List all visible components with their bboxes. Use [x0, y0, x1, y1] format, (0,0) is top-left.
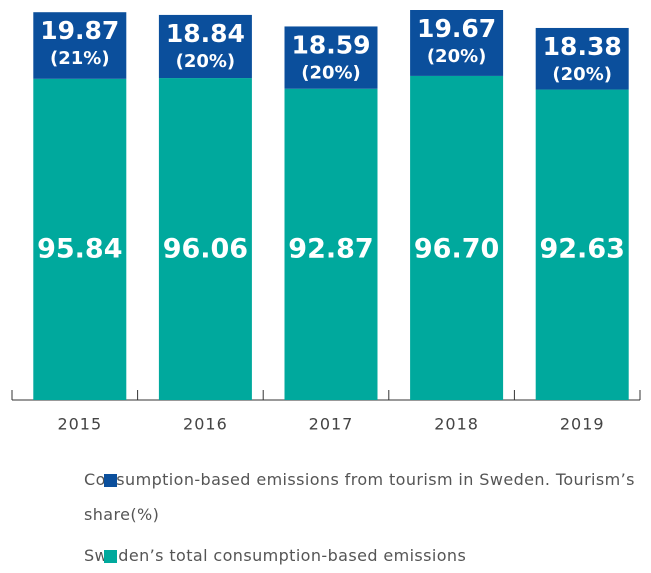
value-label: 92.87: [288, 234, 373, 265]
bar-segment: [410, 10, 504, 76]
share-label: (20%): [427, 46, 487, 67]
legend-label: Consumption-based emissions from tourism…: [84, 470, 635, 524]
bar-segment: [410, 75, 504, 400]
legend-label: Sweden’s total consumption-based emissio…: [84, 546, 467, 565]
x-tick-label: 2016: [183, 415, 228, 434]
legend-swatch: [104, 474, 117, 487]
value-label: 19.67: [417, 14, 496, 43]
legend: Consumption-based emissions from tourism…: [0, 462, 651, 573]
bar-segment: [535, 89, 629, 401]
value-label: 92.63: [539, 234, 624, 265]
x-tick-label: 2017: [309, 415, 354, 434]
value-label: 19.87: [40, 16, 119, 45]
legend-swatch: [104, 550, 117, 563]
chart: 2015 95.84 19.87 (21%) 2016 96.06 18.84 (20%) 20…: [11, 10, 641, 434]
value-label: 18.59: [291, 30, 370, 59]
bar-segment: [284, 26, 378, 89]
value-label: 95.84: [37, 234, 122, 265]
legend-item: Consumption-based emissions from tourism…: [0, 462, 644, 532]
value-label: 96.70: [414, 234, 499, 265]
bar-segment: [33, 12, 127, 79]
value-label: 96.06: [163, 234, 248, 265]
bar-segment: [535, 27, 629, 90]
share-label: (20%): [552, 64, 612, 85]
value-label: 18.84: [166, 19, 245, 48]
value-label: 18.38: [543, 32, 622, 61]
bar-segment: [158, 14, 252, 79]
share-label: (21%): [50, 48, 110, 69]
x-tick-label: 2018: [434, 415, 479, 434]
bar-segment: [158, 78, 252, 400]
bar-segment: [33, 78, 127, 400]
share-label: (20%): [301, 62, 361, 83]
x-tick-label: 2019: [560, 415, 605, 434]
legend-item: Sweden’s total consumption-based emissio…: [0, 538, 644, 573]
share-label: (20%): [176, 51, 236, 72]
x-tick-label: 2015: [57, 415, 102, 434]
bar-segment: [284, 88, 378, 400]
